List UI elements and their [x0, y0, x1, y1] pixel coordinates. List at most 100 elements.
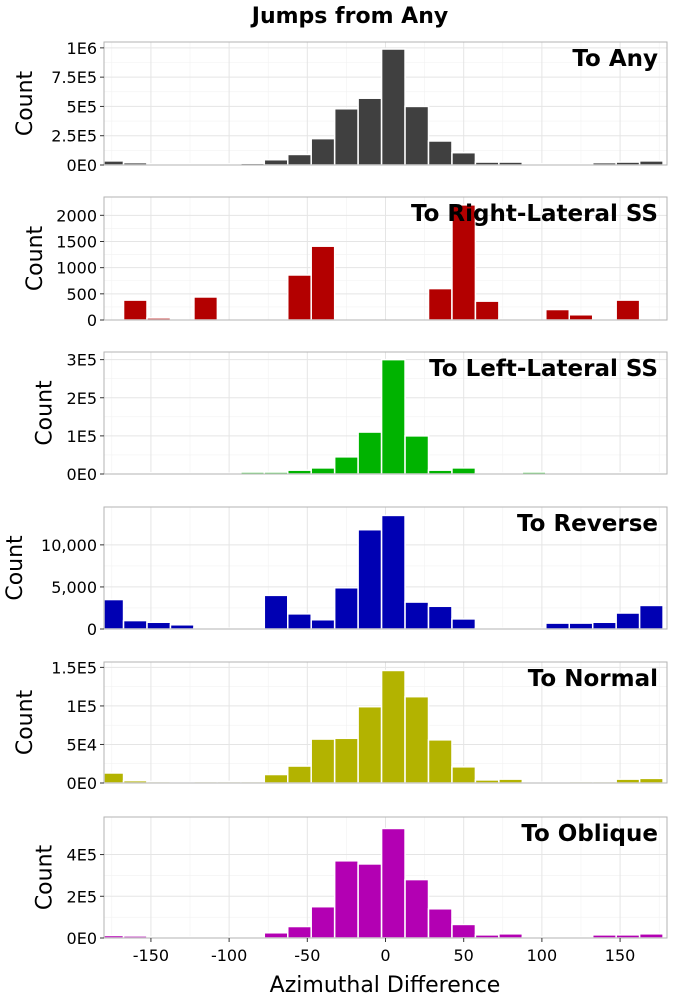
bar — [451, 618, 477, 630]
x-tick-label: -100 — [211, 946, 247, 965]
y-axis-label: Count — [3, 535, 28, 601]
y-tick-label: 10,000 — [41, 536, 97, 555]
panel-1: 0E0 2.5E5 5E5 7.5E5 1E6 Count To Any — [13, 39, 668, 175]
panel-border — [103, 196, 668, 321]
panel-title: To Reverse — [517, 511, 658, 537]
y-tick-label: 0E0 — [67, 929, 97, 948]
y-tick-label: 5E5 — [67, 97, 97, 116]
panel-border — [103, 661, 668, 784]
bar — [380, 358, 406, 475]
bar — [287, 153, 312, 166]
bar — [638, 933, 664, 939]
bar — [263, 932, 289, 939]
y-tick-label: 0 — [87, 311, 97, 330]
y-tick-label: 1500 — [56, 232, 97, 251]
y-axis-label: Count — [33, 844, 58, 910]
panel-4: 0 5,000 10,000 Count To Reverse — [3, 506, 668, 639]
bar — [427, 469, 453, 475]
y-tick-label: 5E4 — [67, 735, 97, 754]
bar — [287, 613, 312, 630]
bar — [287, 274, 312, 321]
bar — [427, 140, 453, 166]
y-tick-label: 5,000 — [51, 578, 97, 597]
bar — [427, 908, 453, 939]
bar — [591, 621, 617, 630]
panel-6: 0E0 2E5 4E5 Count To Oblique — [33, 816, 668, 948]
bar — [357, 705, 383, 784]
bar — [146, 621, 172, 630]
y-axis-label: Count — [33, 380, 58, 446]
bar — [357, 528, 383, 630]
bar — [568, 622, 594, 630]
bar — [263, 158, 289, 166]
chart-panels: 0E0 2.5E5 5E5 7.5E5 1E6 Count To Any 0 500 1000 15… — [3, 39, 668, 948]
y-tick-label: 1.5E5 — [51, 658, 97, 677]
bar — [287, 469, 312, 475]
y-tick-label: 2000 — [56, 206, 97, 225]
bar — [404, 105, 430, 166]
bar — [380, 669, 406, 784]
panel-title: To Normal — [528, 666, 658, 692]
bar — [638, 160, 664, 166]
bar — [427, 605, 453, 630]
y-tick-label: 7.5E5 — [51, 68, 97, 87]
chart-title: Jumps from Any — [250, 4, 448, 29]
bar — [169, 624, 195, 630]
bar — [545, 308, 571, 321]
bar — [333, 860, 359, 939]
x-tick-label: 0 — [380, 946, 390, 965]
bar — [333, 108, 359, 166]
bar — [263, 594, 289, 630]
bar — [103, 772, 125, 784]
x-axis: -150 -100 -50 0 50 100 150 — [133, 938, 636, 965]
panel-3: 0E0 1E5 2E5 3E5 Count To Left-Lateral SS — [33, 351, 668, 484]
bar — [122, 619, 148, 630]
y-tick-label: 0E0 — [67, 156, 97, 175]
y-axis-label: Count — [13, 70, 38, 136]
y-axis-label: Count — [23, 225, 48, 291]
bar — [333, 737, 359, 784]
bar — [333, 587, 359, 630]
panel-5: 0E0 5E4 1E5 1.5E5 Count To Normal — [13, 658, 668, 793]
y-tick-label: 0 — [87, 620, 97, 639]
bar — [380, 827, 406, 939]
bar — [287, 765, 312, 784]
panel-title: To Left-Lateral SS — [429, 356, 658, 382]
bar — [427, 739, 453, 784]
y-tick-label: 2E5 — [67, 887, 97, 906]
panel-2: 0 500 1000 1500 2000 Count To Right-Lateral SS — [23, 196, 668, 330]
bar — [498, 933, 524, 939]
bar — [310, 618, 336, 630]
bar — [310, 905, 336, 939]
bar — [474, 300, 500, 321]
panel-border — [103, 41, 668, 166]
bar — [404, 601, 430, 630]
bar — [193, 296, 219, 321]
bar — [451, 151, 477, 166]
bar — [310, 738, 336, 784]
y-tick-label: 500 — [66, 285, 97, 304]
bar — [568, 314, 594, 321]
y-tick-label: 2E5 — [67, 389, 97, 408]
y-tick-label: 2.5E5 — [51, 127, 97, 146]
y-tick-label: 3E5 — [67, 351, 97, 370]
bar — [451, 766, 477, 784]
bar — [333, 456, 359, 475]
bar — [427, 287, 453, 321]
bar — [404, 878, 430, 939]
panel-title: To Oblique — [521, 821, 658, 847]
bar — [380, 514, 406, 630]
bar — [380, 48, 406, 166]
bar — [103, 598, 125, 630]
bar — [357, 431, 383, 475]
bar — [103, 160, 125, 166]
x-tick-label: 150 — [605, 946, 636, 965]
x-tick-label: -150 — [133, 946, 169, 965]
y-tick-label: 1E6 — [67, 39, 97, 58]
bar — [357, 97, 383, 166]
y-tick-label: 1E5 — [67, 427, 97, 446]
bar — [310, 137, 336, 166]
panel-border — [103, 506, 668, 630]
